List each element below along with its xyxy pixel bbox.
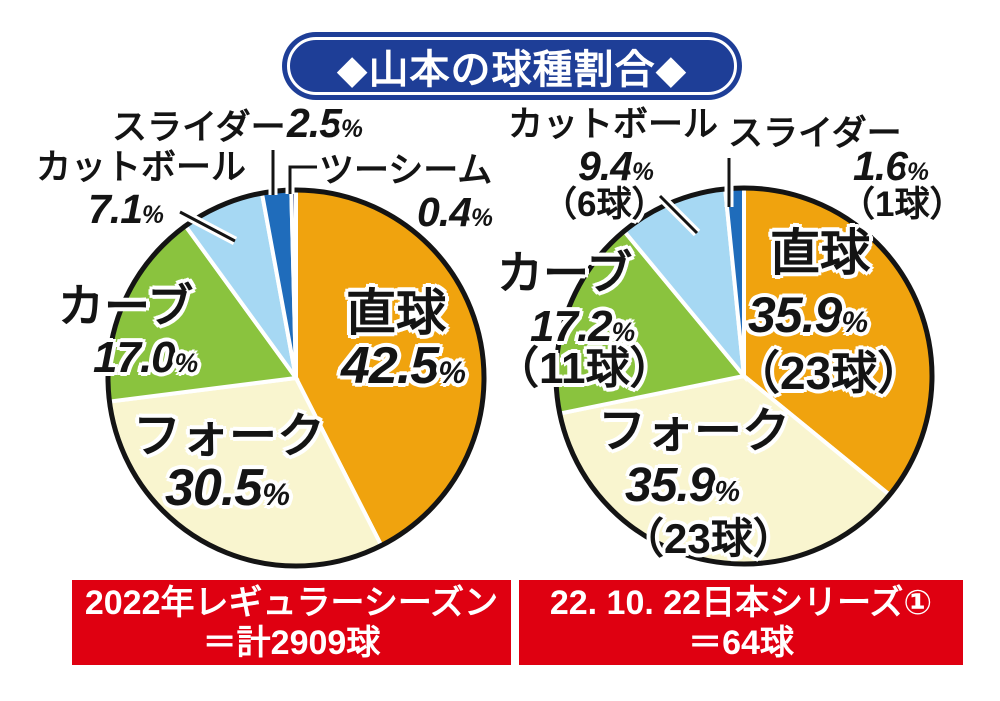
slice-label-fastball-right: 直球 [770,225,870,281]
slice-pct-fork-left: 30.5% [165,459,290,517]
slice-pct-slider-right: 1.6% [853,143,929,189]
pie-outline-ring [553,185,935,567]
slice-pct-slider-left: 2.5% [287,100,363,146]
caption-right-line2: ＝64球 [688,623,794,662]
slice-label-slider-left: スライダー [112,108,286,147]
title-pill-inner: ◆山本の球種割合◆ [287,37,737,95]
slice-pct-cutball-right: 9.4% [578,143,654,189]
slice-balls-curve-right: （11球） [495,344,674,393]
caption-left-line2: ＝計2909球 [202,623,381,662]
pie-outline-ring [105,187,487,569]
page-title: ◆山本の球種割合◆ [336,48,688,92]
leader-twoseam-left [288,165,317,194]
slice-pct-curve-left: 17.0% [93,333,198,382]
slice-label-cutball-left: カットボール [36,148,247,187]
slice-pct-fastball-right: 35.9% [748,287,868,343]
slice-balls-fastball-right: （23球） [734,347,924,399]
slice-label-twoseam-left: ツーシーム [319,151,493,190]
leader-lines [177,150,734,245]
pie-right [553,185,935,567]
slice-pct-fastball-left: 42.5% [341,337,466,395]
slice-balls-fork-right: （23球） [622,515,795,562]
slice-pct-curve-right: 17.2% [530,302,635,351]
slice-label-fastball-left: 直球 [346,285,446,341]
slice-label-slider-right: スライダー [728,114,902,153]
slice-label-curve-left: カーブ [58,280,194,332]
slice-pct-twoseam-left: 0.4% [417,189,493,235]
pie-left [105,187,487,569]
caption-left: 2022年レギュラーシーズン ＝計2909球 [72,580,511,665]
slice-label-fork-right: フォーク [598,405,791,458]
slice-balls-slider-right: （1球） [840,185,965,224]
slice-pct-cutball-left: 7.1% [88,186,164,232]
caption-right: 22. 10. 22日本シリーズ① ＝64球 [519,580,963,665]
slice-balls-cutball-right: （6球） [542,185,667,224]
leader-cutball-left [179,210,236,243]
caption-right-line1: 22. 10. 22日本シリーズ① [549,583,933,622]
slice-label-fork-left: フォーク [133,410,326,463]
caption-left-line1: 2022年レギュラーシーズン [84,583,499,622]
title-pill: ◆山本の球種割合◆ [282,32,742,100]
leader-cutball-right [658,194,699,235]
slice-label-curve-right: カーブ [497,247,633,299]
slice-label-cutball-right: カットボール [508,105,719,144]
slice-pct-fork-right: 35.9% [625,459,740,512]
